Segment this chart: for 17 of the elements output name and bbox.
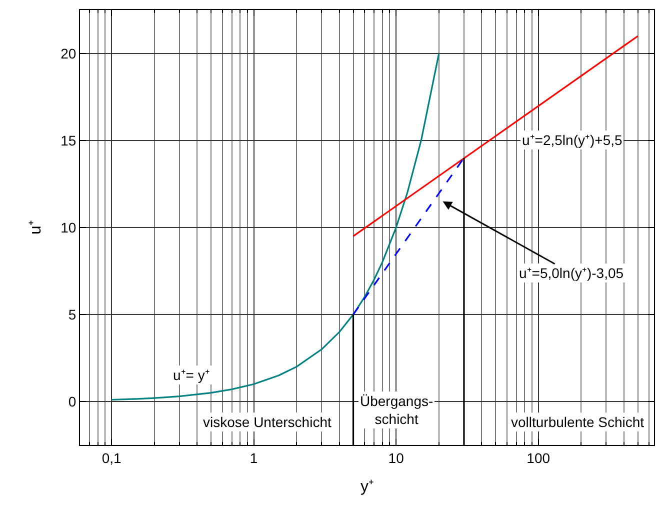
x-tick-label: 0,1 <box>102 450 122 466</box>
y-axis-title: u⁺ <box>28 220 45 234</box>
annotation: viskose Unterschicht <box>203 414 332 430</box>
y-tick-label: 5 <box>68 306 76 322</box>
y-tick-label: 0 <box>68 393 76 410</box>
x-tick-label: 100 <box>526 450 550 466</box>
x-tick-label: 1 <box>250 450 258 466</box>
annotation: u⁺=5,0ln(y⁺)-3,05 <box>519 265 624 281</box>
y-tick-label: 10 <box>60 219 76 236</box>
x-tick-label: 10 <box>388 450 404 466</box>
y-tick-label: 20 <box>60 45 76 62</box>
annotation: Übergangs- schicht <box>360 393 434 428</box>
annotation: u⁺=2,5ln(y⁺)+5,5 <box>522 132 622 148</box>
y-tick-label: 15 <box>60 132 76 148</box>
x-axis-title: y⁺ <box>360 478 374 496</box>
annotation: u⁺= y⁺ <box>173 367 210 383</box>
annotation: vollturbulente Schicht <box>511 414 644 430</box>
